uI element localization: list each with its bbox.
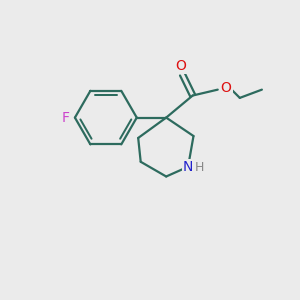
Text: N: N xyxy=(183,160,193,174)
Text: O: O xyxy=(220,81,231,95)
Text: F: F xyxy=(62,111,70,124)
Text: H: H xyxy=(195,161,204,174)
Text: O: O xyxy=(176,59,186,73)
